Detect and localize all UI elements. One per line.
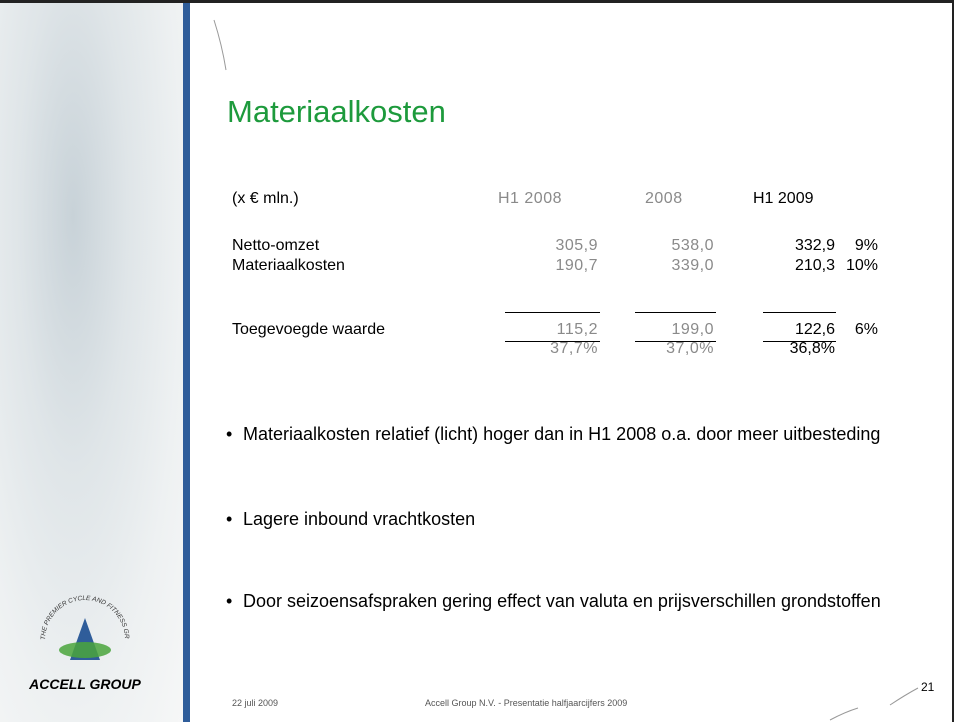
rule <box>505 312 600 313</box>
header-cell: H1 2009 <box>753 190 814 207</box>
rule <box>763 341 836 342</box>
row-label: Toegevoegde waarde <box>232 321 386 338</box>
title: Materiaalkosten <box>227 94 446 129</box>
cell: 538,0 <box>671 237 714 254</box>
cell: 305,9 <box>555 237 598 254</box>
cell: 199,0 <box>671 321 714 338</box>
rule <box>635 341 716 342</box>
cell: 9% <box>854 237 878 254</box>
right-border <box>952 0 954 722</box>
cell: 37,0% <box>666 340 714 357</box>
cell: 10% <box>845 257 878 274</box>
footer-date: 22 juli 2009 <box>232 698 279 708</box>
bullet-text: Lagere inbound vrachtkosten <box>243 509 476 529</box>
header-cell: 2008 <box>645 190 683 207</box>
logo-tagline: THE PREMIER CYCLE AND FITNESS GROUP <box>0 0 130 640</box>
cell: 36,8% <box>789 340 835 357</box>
row-label: Netto-omzet <box>232 237 320 254</box>
bullet-text: Door seizoensafspraken gering effect van… <box>243 591 881 611</box>
cell: 190,7 <box>555 257 598 274</box>
side-panel <box>0 0 183 722</box>
cell: 37,7% <box>550 340 598 357</box>
cell: 115,2 <box>556 321 598 338</box>
rule <box>763 312 836 313</box>
cell: 122,6 <box>794 321 835 338</box>
logo-text: ACCELL GROUP <box>28 676 141 692</box>
header-cell: (x € mln.) <box>232 190 299 207</box>
footer-text: Accell Group N.V. - Presentatie halfjaar… <box>425 698 628 708</box>
header-cell: H1 2008 <box>498 190 562 207</box>
row-label: Materiaalkosten <box>232 257 345 274</box>
rule <box>505 341 600 342</box>
cell: 6% <box>854 321 878 338</box>
page-number: 21 <box>921 680 935 694</box>
bullet: Door seizoensafspraken gering effect van… <box>226 590 947 613</box>
cell: 210,3 <box>794 257 835 274</box>
blue-bar <box>183 0 190 722</box>
cell: 332,9 <box>794 237 835 254</box>
bullet: Lagere inbound vrachtkosten <box>226 508 947 531</box>
bullet: Materiaalkosten relatief (licht) hoger d… <box>226 423 947 446</box>
rule <box>635 312 716 313</box>
cell: 339,0 <box>671 257 714 274</box>
top-border <box>0 0 954 3</box>
bullet-text: Materiaalkosten relatief (licht) hoger d… <box>243 424 881 444</box>
